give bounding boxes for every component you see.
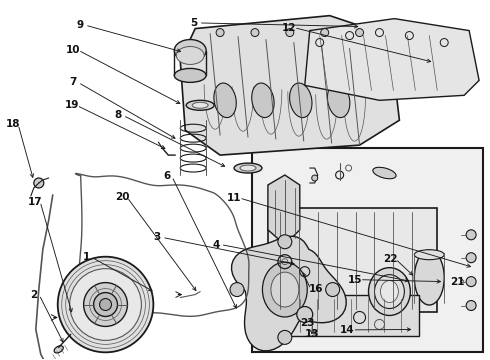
Ellipse shape xyxy=(214,83,236,118)
Ellipse shape xyxy=(234,163,262,173)
Circle shape xyxy=(216,28,224,37)
Ellipse shape xyxy=(374,275,404,309)
Bar xyxy=(268,208,437,312)
Ellipse shape xyxy=(174,68,206,82)
Circle shape xyxy=(326,283,340,297)
Polygon shape xyxy=(232,236,346,351)
Ellipse shape xyxy=(327,83,350,118)
Ellipse shape xyxy=(415,250,444,260)
Text: 5: 5 xyxy=(190,18,197,28)
Text: 23: 23 xyxy=(300,319,315,328)
Circle shape xyxy=(297,306,313,323)
Ellipse shape xyxy=(263,262,307,317)
Circle shape xyxy=(321,28,329,37)
Ellipse shape xyxy=(240,165,256,171)
Text: 13: 13 xyxy=(305,329,319,339)
Ellipse shape xyxy=(271,272,299,307)
Ellipse shape xyxy=(380,280,398,302)
Polygon shape xyxy=(180,15,399,155)
Circle shape xyxy=(94,293,118,316)
Text: 3: 3 xyxy=(153,232,161,242)
Ellipse shape xyxy=(174,40,206,62)
Text: 20: 20 xyxy=(115,192,129,202)
Bar xyxy=(290,294,419,336)
Circle shape xyxy=(99,298,112,310)
Circle shape xyxy=(278,330,292,345)
Circle shape xyxy=(466,301,476,310)
Text: 10: 10 xyxy=(66,45,80,55)
Circle shape xyxy=(312,175,318,181)
Circle shape xyxy=(230,283,244,297)
Text: 2: 2 xyxy=(30,290,38,300)
Circle shape xyxy=(70,269,142,340)
Ellipse shape xyxy=(290,83,312,118)
Ellipse shape xyxy=(54,346,63,353)
Text: 14: 14 xyxy=(340,325,355,335)
Ellipse shape xyxy=(368,268,410,315)
Ellipse shape xyxy=(186,100,214,110)
Text: 21: 21 xyxy=(450,277,465,287)
Bar xyxy=(252,148,483,352)
Ellipse shape xyxy=(415,250,444,305)
Text: 7: 7 xyxy=(70,77,77,87)
Text: 9: 9 xyxy=(76,20,84,30)
Circle shape xyxy=(84,283,127,327)
Polygon shape xyxy=(305,19,479,100)
Text: 17: 17 xyxy=(28,197,43,207)
Text: 1: 1 xyxy=(83,252,90,262)
Circle shape xyxy=(34,178,44,188)
Circle shape xyxy=(356,28,364,37)
Ellipse shape xyxy=(373,167,396,179)
Text: 19: 19 xyxy=(65,100,79,111)
Circle shape xyxy=(286,28,294,37)
Circle shape xyxy=(466,230,476,240)
Circle shape xyxy=(58,257,153,352)
Ellipse shape xyxy=(176,46,204,64)
Circle shape xyxy=(466,276,476,287)
Circle shape xyxy=(466,253,476,263)
Text: 6: 6 xyxy=(163,171,171,181)
Text: 15: 15 xyxy=(347,275,362,285)
Ellipse shape xyxy=(192,102,208,108)
Text: 11: 11 xyxy=(227,193,242,203)
Ellipse shape xyxy=(252,83,274,118)
Polygon shape xyxy=(268,175,300,245)
Text: 4: 4 xyxy=(212,239,220,249)
Text: 12: 12 xyxy=(282,23,296,33)
Text: 18: 18 xyxy=(6,120,21,129)
Text: 8: 8 xyxy=(115,111,122,121)
Circle shape xyxy=(251,28,259,37)
Text: 16: 16 xyxy=(309,284,323,294)
Circle shape xyxy=(278,235,292,249)
Text: 22: 22 xyxy=(383,254,398,264)
